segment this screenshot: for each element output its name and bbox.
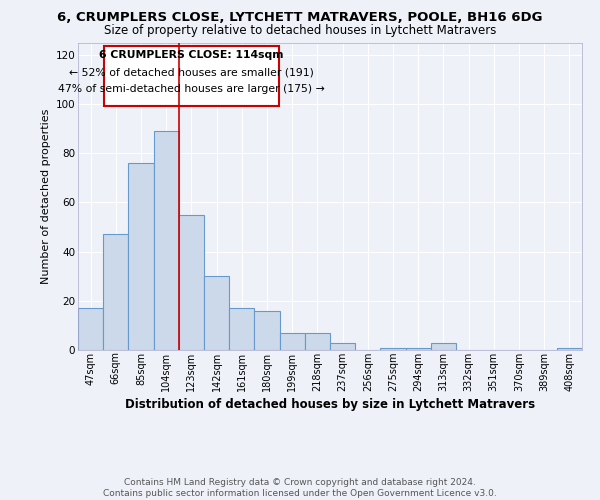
Bar [254, 310, 280, 350]
Text: Contains HM Land Registry data © Crown copyright and database right 2024.
Contai: Contains HM Land Registry data © Crown c… [103, 478, 497, 498]
Bar [179, 214, 204, 350]
Bar [280, 333, 305, 350]
Text: 6 CRUMPLERS CLOSE: 114sqm: 6 CRUMPLERS CLOSE: 114sqm [99, 50, 284, 60]
Bar [128, 163, 154, 350]
FancyBboxPatch shape [104, 46, 279, 106]
Bar [154, 131, 179, 350]
Bar [103, 234, 128, 350]
Bar [406, 348, 431, 350]
Bar [229, 308, 254, 350]
Text: Size of property relative to detached houses in Lytchett Matravers: Size of property relative to detached ho… [104, 24, 496, 37]
Text: 6, CRUMPLERS CLOSE, LYTCHETT MATRAVERS, POOLE, BH16 6DG: 6, CRUMPLERS CLOSE, LYTCHETT MATRAVERS, … [57, 11, 543, 24]
X-axis label: Distribution of detached houses by size in Lytchett Matravers: Distribution of detached houses by size … [125, 398, 535, 411]
Bar [78, 308, 103, 350]
Bar [305, 333, 330, 350]
Text: 47% of semi-detached houses are larger (175) →: 47% of semi-detached houses are larger (… [58, 84, 325, 94]
Bar [557, 348, 582, 350]
Bar [330, 342, 355, 350]
Y-axis label: Number of detached properties: Number of detached properties [41, 108, 52, 284]
Bar [204, 276, 229, 350]
Text: ← 52% of detached houses are smaller (191): ← 52% of detached houses are smaller (19… [69, 67, 314, 77]
Bar [431, 342, 456, 350]
Bar [380, 348, 406, 350]
